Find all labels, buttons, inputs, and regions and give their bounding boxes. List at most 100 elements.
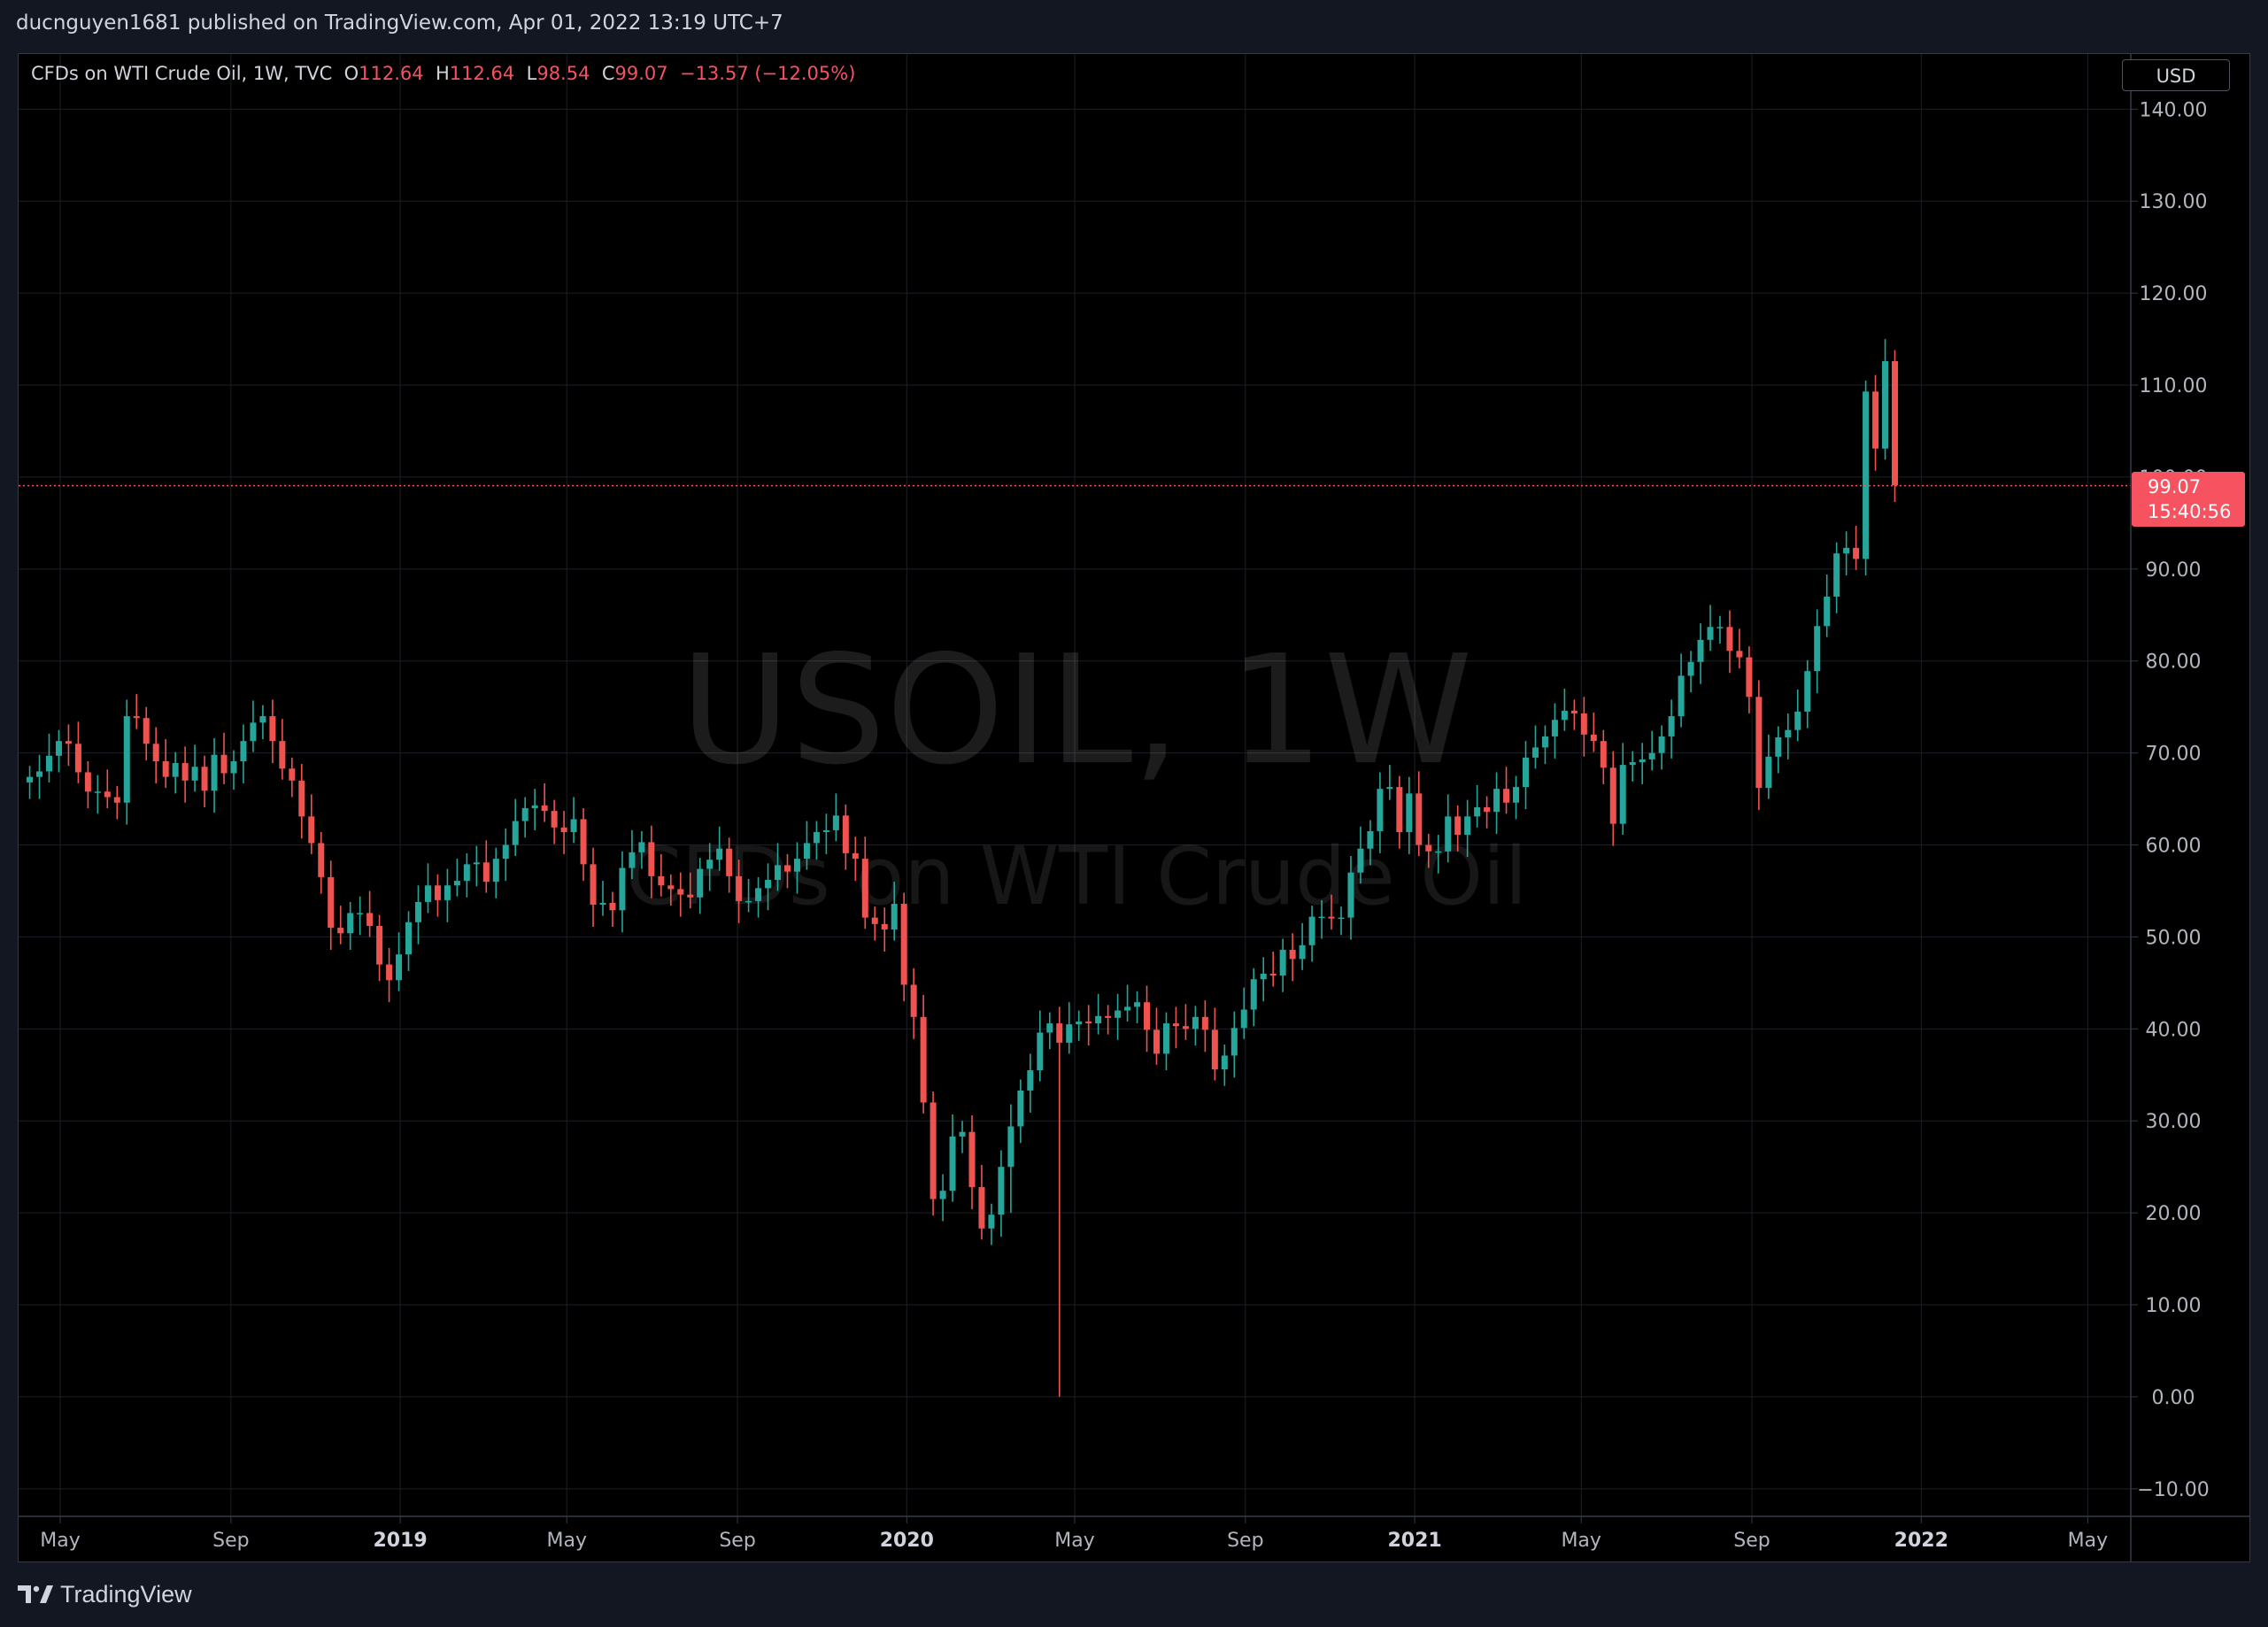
x-tick-label: May bbox=[1561, 1530, 1601, 1552]
time-axis[interactable]: May Sep 2019 May Sep 2020 May Sep 2021 May Sep 2022… bbox=[19, 1515, 2250, 1552]
candle-body bbox=[1260, 973, 1267, 980]
candle-body bbox=[891, 904, 898, 930]
candle-body bbox=[1230, 1028, 1238, 1056]
candle-body bbox=[220, 754, 228, 774]
candle-body bbox=[1853, 547, 1860, 559]
candle-body bbox=[1570, 710, 1578, 713]
candle-body bbox=[900, 904, 907, 985]
candle-body bbox=[279, 741, 286, 769]
candle-body bbox=[1279, 949, 1286, 976]
candle-body bbox=[1804, 671, 1811, 712]
candle-body bbox=[1172, 1023, 1179, 1027]
candle-body bbox=[541, 805, 548, 812]
candle-body bbox=[328, 876, 335, 929]
candle-body bbox=[677, 889, 684, 895]
candle-body bbox=[1299, 945, 1306, 960]
legend-low: 98.54 bbox=[536, 63, 590, 84]
candle-body bbox=[1211, 1029, 1218, 1070]
x-tick-label: May bbox=[1054, 1530, 1094, 1552]
candle-body bbox=[376, 925, 383, 965]
candle-body bbox=[775, 865, 782, 881]
candle-body bbox=[27, 776, 34, 783]
candle-body bbox=[201, 767, 208, 791]
candle-body bbox=[783, 865, 791, 872]
y-tick-label: 120.00 bbox=[2140, 283, 2208, 305]
legend-close: 99.07 bbox=[614, 63, 668, 84]
candle-body bbox=[414, 901, 421, 922]
candle-body bbox=[1882, 361, 1889, 449]
candle-body bbox=[736, 875, 743, 901]
y-tick-label: 140.00 bbox=[2140, 99, 2208, 121]
candle-body bbox=[765, 880, 772, 889]
y-tick-label: 130.00 bbox=[2140, 191, 2208, 213]
candle-body bbox=[74, 744, 81, 773]
candle-body bbox=[104, 791, 111, 798]
y-tick-label: 80.00 bbox=[2146, 652, 2202, 674]
legend-open: 112.64 bbox=[359, 63, 424, 84]
candle-body bbox=[1464, 816, 1471, 836]
candle-body bbox=[1843, 547, 1850, 554]
candle-body bbox=[453, 881, 460, 886]
candle-body bbox=[298, 780, 305, 817]
candle-body bbox=[852, 852, 859, 860]
candle-body bbox=[1153, 1029, 1160, 1054]
candle-body bbox=[444, 885, 451, 900]
candle-body bbox=[1367, 830, 1374, 849]
candle-body bbox=[1678, 675, 1685, 717]
chart-panel[interactable]: USOIL, 1W CFDs on WTI Crude Oil −10.00 0.… bbox=[18, 53, 2250, 1562]
tradingview-icon bbox=[18, 1585, 53, 1603]
candle-body bbox=[230, 760, 237, 774]
candle-body bbox=[1814, 626, 1821, 672]
candle-body bbox=[512, 821, 519, 845]
legend-high: 112.64 bbox=[449, 63, 515, 84]
candle-body bbox=[1484, 806, 1491, 813]
candle-body bbox=[1115, 1010, 1122, 1018]
candle-body bbox=[1095, 1015, 1102, 1024]
candle-body bbox=[1697, 639, 1704, 662]
candlestick-chart[interactable]: USOIL, 1W CFDs on WTI Crude Oil −10.00 0.… bbox=[19, 54, 2250, 1562]
candle-body bbox=[424, 885, 431, 902]
candle-body bbox=[1318, 916, 1325, 919]
candle-body bbox=[1269, 973, 1277, 976]
candle-body bbox=[473, 862, 480, 865]
candle-body bbox=[250, 722, 257, 742]
candle-body bbox=[463, 864, 470, 882]
candle-body bbox=[1162, 1023, 1169, 1054]
candle-body bbox=[434, 885, 441, 900]
candle-body bbox=[697, 868, 704, 898]
candle-body bbox=[36, 771, 43, 777]
candle-body bbox=[1124, 1006, 1131, 1011]
candle-body bbox=[560, 827, 567, 832]
candle-body bbox=[1639, 759, 1646, 763]
x-tick-label: 2019 bbox=[373, 1530, 427, 1552]
candles bbox=[27, 339, 1898, 1397]
candle-body bbox=[1250, 979, 1257, 1010]
candle-body bbox=[1863, 391, 1870, 559]
candle-body bbox=[123, 716, 130, 803]
candle-body bbox=[337, 928, 344, 934]
candle-body bbox=[1240, 1009, 1247, 1029]
x-tick-label: May bbox=[40, 1530, 80, 1552]
candle-body bbox=[1027, 1070, 1034, 1091]
legend-open-label: O bbox=[343, 63, 359, 84]
candle-body bbox=[1629, 762, 1636, 766]
candle-body bbox=[1493, 789, 1500, 813]
candle-body bbox=[289, 768, 296, 781]
candle-body bbox=[988, 1214, 995, 1229]
candle-body bbox=[832, 815, 839, 830]
tradingview-logo[interactable]: TradingView bbox=[18, 1578, 192, 1610]
candle-body bbox=[658, 875, 665, 886]
candle-body bbox=[920, 1016, 927, 1103]
candle-body bbox=[1513, 787, 1520, 803]
candle-body bbox=[113, 797, 120, 803]
candle-body bbox=[1794, 711, 1801, 730]
watermark: USOIL, 1W CFDs on WTI Crude Oil bbox=[626, 623, 1527, 923]
candle-body bbox=[619, 867, 626, 911]
x-tick-label: May bbox=[546, 1530, 586, 1552]
candle-body bbox=[1289, 949, 1296, 960]
candle-body bbox=[1658, 736, 1665, 753]
currency-button[interactable]: USD bbox=[2122, 59, 2230, 91]
candle-body bbox=[172, 763, 179, 777]
candle-body bbox=[1726, 627, 1733, 652]
price-axis[interactable]: −10.00 0.00 10.00 20.00 30.00 40.00 50.00 60.00… bbox=[2130, 54, 2210, 1562]
